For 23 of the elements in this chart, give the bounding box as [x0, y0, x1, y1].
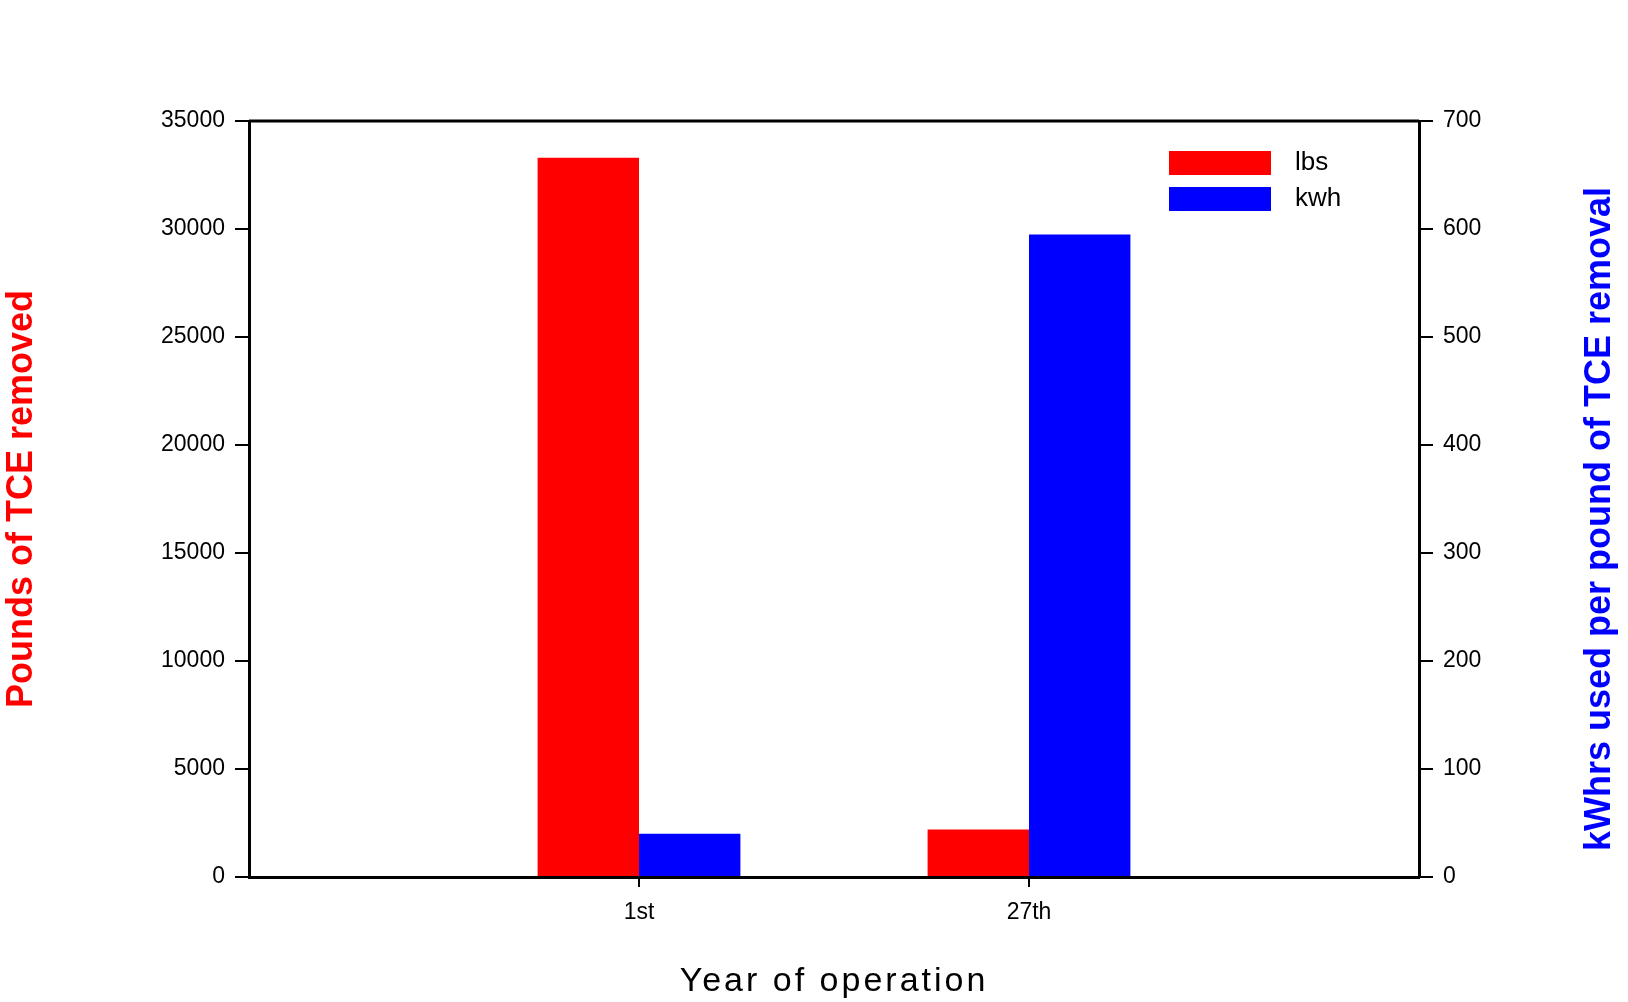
x-tick-label: 27th: [1006, 898, 1052, 925]
y2-tick-label: 400: [1443, 430, 1482, 457]
y-tick-label: 0: [212, 862, 225, 889]
legend-label: lbs: [1295, 146, 1329, 177]
y2-tick-label: 200: [1443, 646, 1482, 673]
y-axis-title: Pounds of TCE removed: [0, 289, 40, 709]
legend-label: kwh: [1295, 182, 1342, 213]
y2-tick-label: 100: [1443, 754, 1482, 781]
y2-tick-label: 300: [1443, 538, 1482, 565]
y-tick-label: 25000: [161, 322, 225, 349]
y2-tick-label: 600: [1443, 214, 1482, 241]
y2-tick-label: 500: [1443, 322, 1482, 349]
x-axis-title: Year of operation: [679, 960, 989, 999]
y-tick-label: 30000: [161, 214, 225, 241]
y2-axis-title: kWhrs used per pound of TCE removal: [1576, 186, 1618, 852]
y-tick-label: 20000: [161, 430, 225, 457]
y2-tick-label: 0: [1443, 862, 1456, 889]
y-tick-label: 35000: [161, 106, 225, 133]
y-tick-label: 10000: [161, 646, 225, 673]
y2-tick-label: 700: [1443, 106, 1482, 133]
x-tick-label: 1st: [623, 898, 655, 925]
y-tick-label: 5000: [173, 754, 225, 781]
y-tick-label: 15000: [161, 538, 225, 565]
